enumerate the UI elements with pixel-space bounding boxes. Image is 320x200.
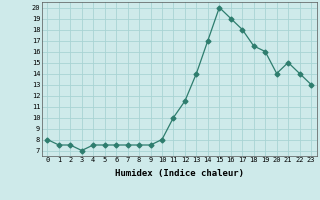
X-axis label: Humidex (Indice chaleur): Humidex (Indice chaleur)	[115, 169, 244, 178]
